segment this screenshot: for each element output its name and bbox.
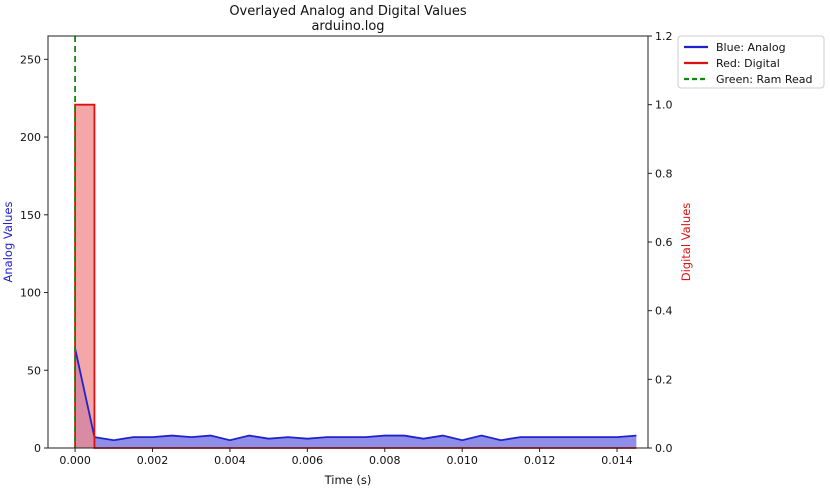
y-left-tick-label: 0 (34, 442, 41, 455)
y-left-tick-label: 50 (27, 364, 41, 377)
y-axis-left-label: Analog Values (1, 202, 15, 283)
x-tick-label: 0.000 (59, 454, 91, 467)
x-tick-label: 0.014 (601, 454, 633, 467)
x-tick-label: 0.010 (446, 454, 478, 467)
x-axis-label: Time (s) (324, 473, 372, 487)
x-tick-label: 0.012 (524, 454, 556, 467)
y-right-tick-label: 0.0 (655, 442, 673, 455)
chart-title: Overlayed Analog and Digital Values (229, 4, 467, 19)
x-tick-label: 0.002 (137, 454, 169, 467)
legend-entry-label: Red: Digital (716, 57, 780, 70)
x-tick-label: 0.008 (369, 454, 401, 467)
y-right-tick-label: 0.6 (655, 236, 673, 249)
y-right-tick-label: 0.2 (655, 373, 673, 386)
y-right-tick-label: 0.4 (655, 305, 673, 318)
x-tick-label: 0.004 (214, 454, 246, 467)
legend-box (677, 35, 825, 89)
y-right-tick-label: 0.8 (655, 167, 673, 180)
y-right-tick-label: 1.2 (655, 30, 673, 43)
analog-area-fill (75, 348, 637, 448)
plot-frame (47, 35, 649, 449)
digital-series-line (74, 103, 637, 449)
chart-subtitle: arduino.log (311, 19, 384, 34)
y-right-tick-label: 1.0 (655, 99, 673, 112)
y-left-tick-label: 250 (20, 53, 41, 66)
legend-entry-label: Green: Ram Read (716, 73, 813, 86)
digital-area-fill (75, 104, 637, 449)
y-left-tick-label: 100 (20, 287, 41, 300)
axes: 0.000 0.002 0.004 0.006 0.008 0.010 0.012 0.014… (20, 30, 673, 467)
y-axis-right-label: Digital Values (679, 203, 693, 282)
analog-series-line (74, 348, 637, 442)
x-tick-label: 0.006 (292, 454, 324, 467)
plot-area (74, 36, 637, 449)
y-left-tick-label: 200 (20, 131, 41, 144)
y-left-tick-label: 150 (20, 209, 41, 222)
legend: Blue: Analog Red: Digital Green: Ram Read (677, 35, 825, 89)
legend-entry-label: Blue: Analog (716, 41, 786, 54)
